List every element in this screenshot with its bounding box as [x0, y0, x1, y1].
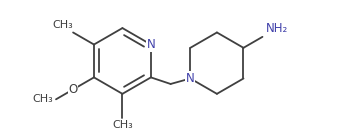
- Text: NH₂: NH₂: [266, 22, 288, 35]
- Text: CH₃: CH₃: [52, 20, 73, 30]
- Text: CH₃: CH₃: [112, 120, 133, 130]
- Text: CH₃: CH₃: [32, 94, 53, 104]
- Text: N: N: [186, 72, 195, 85]
- Text: N: N: [147, 38, 155, 51]
- Text: O: O: [69, 83, 78, 96]
